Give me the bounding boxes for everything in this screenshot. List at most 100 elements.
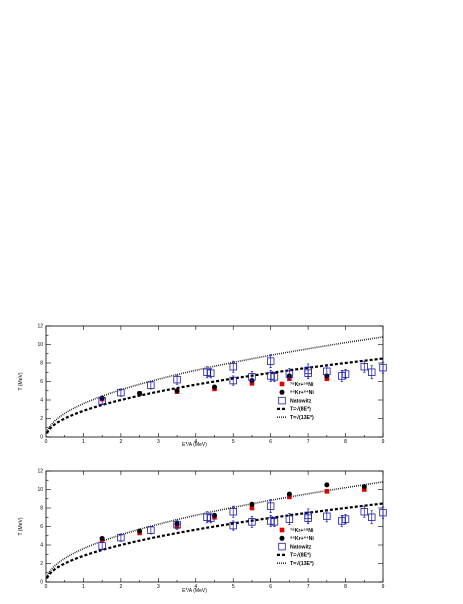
legend-marker (278, 542, 286, 551)
data-point (147, 381, 155, 389)
x-tick-label: 3 (157, 439, 160, 445)
data-point (368, 513, 376, 521)
data-point (285, 370, 294, 378)
data-point (248, 373, 256, 381)
legend-label: T=√(13E*) (290, 414, 314, 421)
data-point (249, 501, 255, 507)
data-point (324, 482, 330, 488)
plot-frame (45, 470, 384, 583)
data-point (368, 368, 376, 376)
x-tick-label: 0 (45, 584, 48, 590)
x-tick-label: 6 (269, 584, 272, 590)
x-tick-label: 5 (232, 439, 235, 445)
data-point (98, 542, 106, 550)
data-point (360, 362, 368, 371)
data-point (173, 375, 181, 384)
data-point (249, 505, 255, 511)
data-point (174, 388, 180, 394)
data-point (98, 397, 106, 405)
curve-dotted (46, 481, 383, 578)
x-tick-label: 4 (194, 439, 197, 445)
data-point (379, 508, 387, 517)
data-point (117, 388, 125, 397)
data-point (266, 502, 275, 510)
data-point (338, 517, 346, 525)
x-tick-label: 4 (194, 584, 197, 590)
data-point (99, 536, 105, 542)
x-tick-label: 7 (307, 584, 310, 590)
legend-label: Natowitz (290, 544, 312, 550)
x-tick-label: 2 (119, 439, 122, 445)
data-point (117, 533, 125, 542)
y-tick-label: 12 (37, 469, 43, 475)
x-tick-label: 1 (82, 439, 85, 445)
y-axis-title: T (MeV) (18, 372, 24, 390)
legend-label: T=√(8E*) (290, 552, 311, 559)
y-tick-label: 0 (40, 580, 43, 586)
data-point (248, 518, 256, 526)
legend-label: T=√(8E*) (290, 406, 311, 413)
y-tick-label: 10 (37, 487, 43, 493)
legend-marker (279, 389, 285, 395)
x-tick-label: 3 (157, 584, 160, 590)
legend-label: T=√(13E*) (290, 560, 314, 567)
data-point (203, 368, 211, 376)
plot-frame (45, 325, 384, 438)
data-point (270, 373, 279, 381)
data-point (286, 491, 292, 497)
data-point (229, 362, 237, 371)
data-point (147, 526, 155, 534)
y-tick-label: 10 (37, 342, 43, 348)
x-tick-label: 5 (232, 584, 235, 590)
data-point (323, 512, 331, 521)
x-axis-title: E*/A (MeV) (182, 588, 207, 594)
data-point (341, 515, 350, 523)
data-point (229, 376, 237, 385)
data-point (287, 494, 292, 500)
legend-label: Natowitz (290, 398, 312, 404)
data-point (173, 520, 181, 529)
x-tick-label: 1 (82, 584, 85, 590)
data-point (379, 363, 387, 372)
data-point (203, 513, 211, 521)
legend-label: ⁷⁸Kr+⁵⁸Ni (290, 528, 314, 534)
data-point (360, 507, 368, 516)
y-tick-label: 2 (40, 416, 43, 422)
legend-marker (279, 535, 285, 541)
data-point (137, 391, 143, 397)
data-point (266, 372, 275, 380)
legend-label: ⁷⁸Kr+⁵⁸Ni (290, 382, 314, 388)
y-tick-label: 4 (40, 543, 43, 549)
x-tick-label: 2 (119, 584, 122, 590)
y-tick-label: 6 (40, 524, 43, 530)
x-tick-label: 6 (269, 439, 272, 445)
legend-label: ⁸⁶Kr+⁶⁴Ni (290, 536, 314, 542)
y-tick-label: 2 (40, 561, 43, 567)
legend-marker (279, 381, 285, 387)
data-point (304, 514, 312, 522)
data-point (266, 357, 275, 365)
y-tick-label: 8 (40, 506, 43, 512)
data-point (341, 370, 350, 378)
y-tick-label: 6 (40, 379, 43, 385)
data-point (212, 384, 217, 390)
series-circle-filled (99, 482, 367, 542)
series-square-open (98, 499, 387, 550)
data-point (212, 512, 217, 518)
y-tick-label: 8 (40, 361, 43, 367)
y-axis-title: T (MeV) (18, 517, 24, 535)
data-point (229, 507, 237, 516)
x-tick-label: 8 (344, 439, 347, 445)
data-point (207, 369, 215, 377)
y-tick-label: 4 (40, 398, 43, 404)
data-point (324, 376, 330, 382)
data-point (207, 514, 215, 522)
legend-marker (278, 396, 286, 405)
data-point (266, 517, 275, 525)
data-point (304, 369, 312, 377)
data-point (324, 489, 330, 494)
legend: ⁷⁸Kr+⁵⁸Ni ⁸⁶Kr+⁶⁴Ni Natowitz T=√(8E*)T=√(13… (277, 527, 314, 567)
x-tick-label: 8 (344, 584, 347, 590)
